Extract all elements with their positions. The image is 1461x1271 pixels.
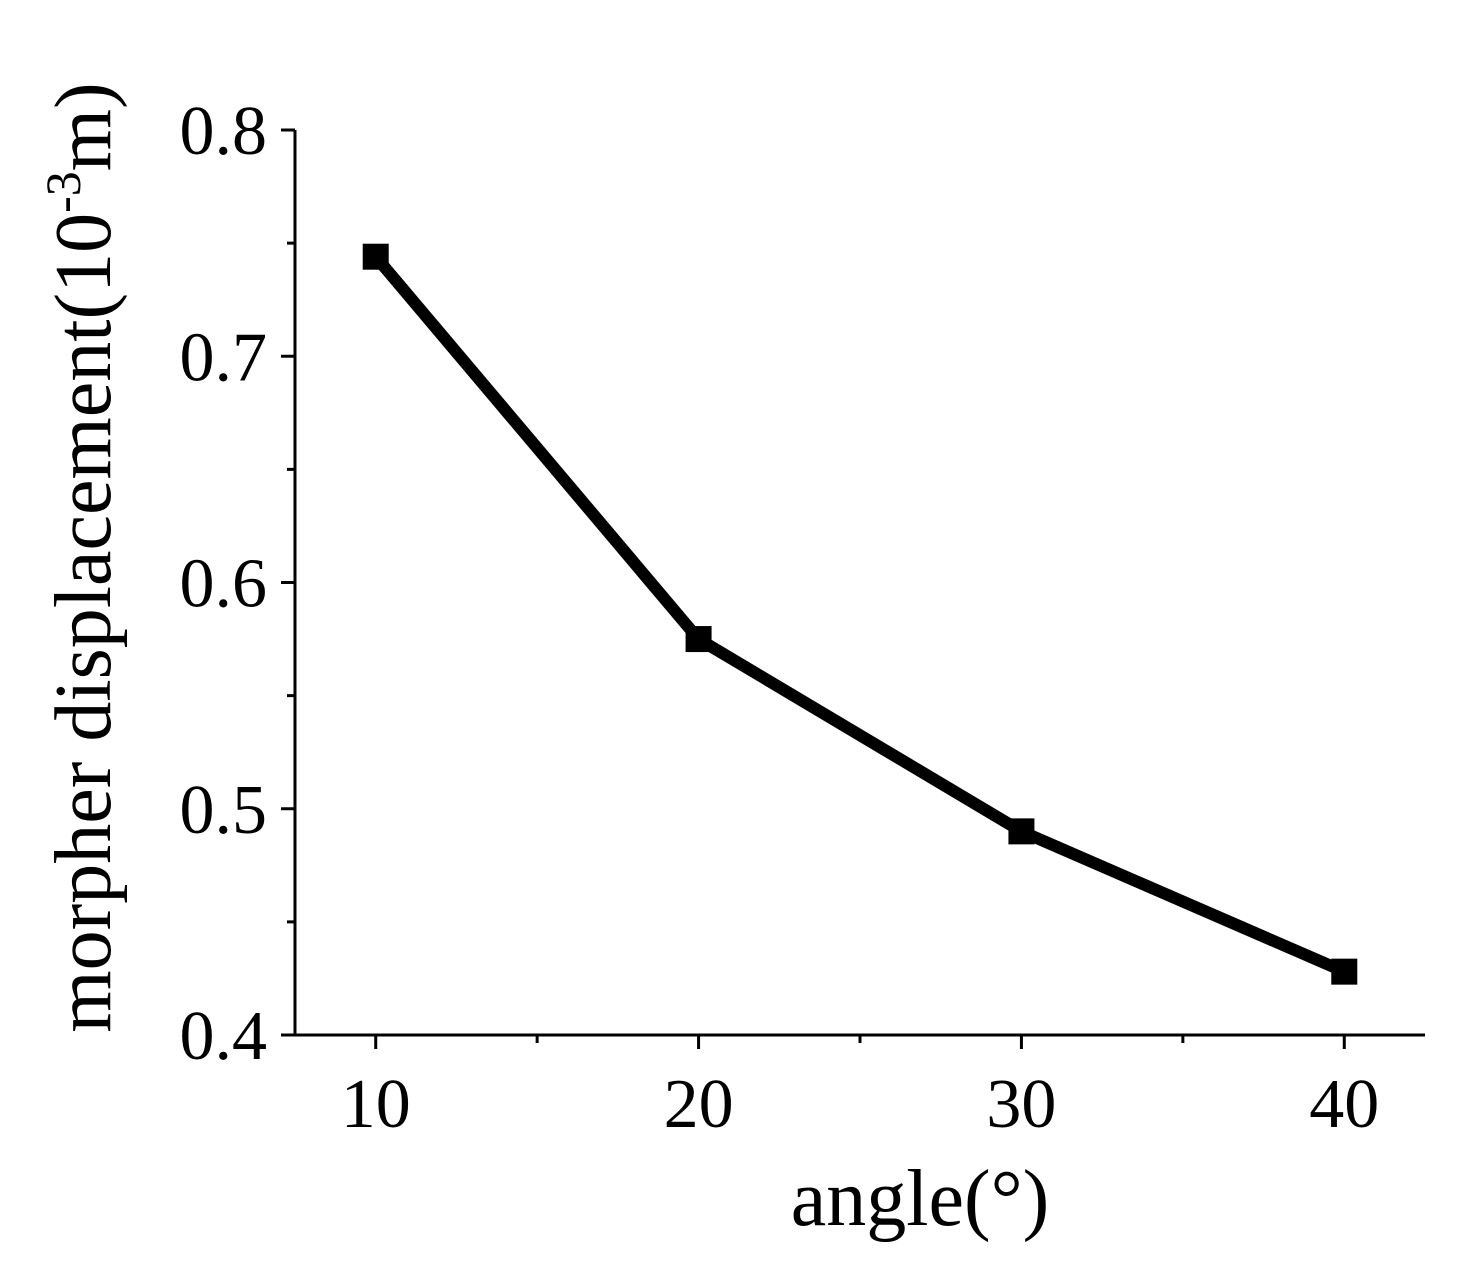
data-point-marker	[1331, 958, 1358, 985]
y-axis-title-suffix: m)	[40, 82, 128, 171]
y-tick-label: 0.8	[180, 93, 268, 170]
y-axis-title-superscript: -3	[35, 171, 91, 213]
y-tick-label: 0.4	[180, 998, 268, 1075]
series-line	[371, 252, 1347, 978]
x-axis-title: angle(°)	[791, 1155, 1050, 1243]
x-tick-label: 40	[1309, 1066, 1379, 1143]
y-axis-title-prefix: morpher displacement(10	[40, 213, 128, 1033]
axes	[293, 130, 1425, 1037]
x-tick-label: 30	[986, 1066, 1056, 1143]
y-axis-title: morpher displacement(10-3m)	[35, 82, 128, 1032]
ticks	[281, 128, 1346, 1049]
y-tick-label: 0.5	[180, 772, 268, 849]
y-tick-label: 0.6	[180, 546, 268, 623]
data-point-marker	[362, 243, 389, 270]
y-tick-label: 0.7	[180, 319, 268, 396]
x-tick-label: 20	[664, 1066, 734, 1143]
series	[362, 243, 1358, 985]
tick-labels: 10 20 30 40 0.4 0.5 0.6 0.7 0.8	[180, 93, 1380, 1143]
data-point-marker	[685, 626, 712, 653]
data-point-marker	[1008, 818, 1035, 845]
x-tick-label: 10	[341, 1066, 411, 1143]
